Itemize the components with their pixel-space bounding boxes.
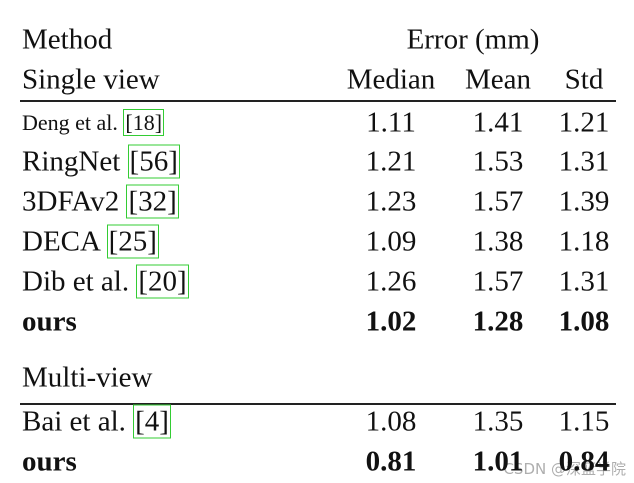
method-name: DECA [22, 225, 100, 258]
section-label: Multi-view [22, 361, 153, 394]
value-cell: 1.31 [558, 265, 610, 298]
header-error: Error (mm) [406, 23, 540, 56]
value-cell: 1.38 [472, 225, 524, 258]
rule [20, 100, 616, 102]
column-header: Mean [464, 63, 532, 96]
method-name: Deng et al. [22, 110, 118, 135]
value-cell: 1.01 [472, 445, 524, 478]
value-cell: 1.11 [366, 106, 416, 139]
column-header: Std [564, 63, 604, 96]
method-cell: Dib et al. [20] [22, 264, 189, 299]
value-cell: 1.08 [558, 305, 610, 338]
value-cell: 1.21 [558, 106, 610, 139]
method-cell: Deng et al. [18] [22, 109, 165, 136]
value-cell: 1.28 [472, 305, 524, 338]
value-cell: 1.09 [365, 225, 417, 258]
method-cell: ours [22, 445, 77, 478]
method-cell: 3DFAv2 [32] [22, 184, 179, 219]
citation: [56] [127, 144, 180, 179]
citation: [18] [123, 109, 165, 136]
method-cell: DECA [25] [22, 224, 159, 259]
watermark: CSDN @深蓝学院 [503, 460, 626, 478]
column-header: Median [346, 63, 436, 96]
citation: [32] [126, 184, 179, 219]
value-cell: 1.21 [365, 145, 417, 178]
value-cell: 1.53 [472, 145, 524, 178]
method-name: Dib et al. [22, 265, 130, 298]
method-name: ours [22, 445, 77, 478]
value-cell: 1.41 [472, 106, 524, 139]
value-cell: 1.31 [558, 145, 610, 178]
value-cell: 1.02 [365, 305, 417, 338]
value-cell: 1.57 [472, 265, 524, 298]
value-cell: 0.84 [558, 445, 610, 478]
value-cell: 1.26 [365, 265, 417, 298]
value-cell: 1.23 [365, 185, 417, 218]
method-cell: Bai et al. [4] [22, 404, 171, 439]
value-cell: 1.57 [472, 185, 524, 218]
method-name: 3DFAv2 [22, 185, 120, 218]
value-cell: 1.35 [472, 405, 524, 438]
section-label: Single view [22, 63, 160, 96]
method-name: RingNet [22, 145, 121, 178]
value-cell: 1.18 [558, 225, 610, 258]
rule [20, 403, 616, 405]
method-cell: ours [22, 305, 77, 338]
citation: [4] [133, 404, 171, 439]
value-cell: 1.15 [558, 405, 610, 438]
method-name: Bai et al. [22, 405, 126, 438]
citation: [20] [136, 264, 189, 299]
citation: [25] [106, 224, 159, 259]
method-name: ours [22, 305, 77, 338]
value-cell: 1.08 [365, 405, 417, 438]
method-cell: RingNet [56] [22, 144, 180, 179]
header-method: Method [22, 23, 113, 56]
value-cell: 1.39 [558, 185, 610, 218]
value-cell: 0.81 [365, 445, 417, 478]
